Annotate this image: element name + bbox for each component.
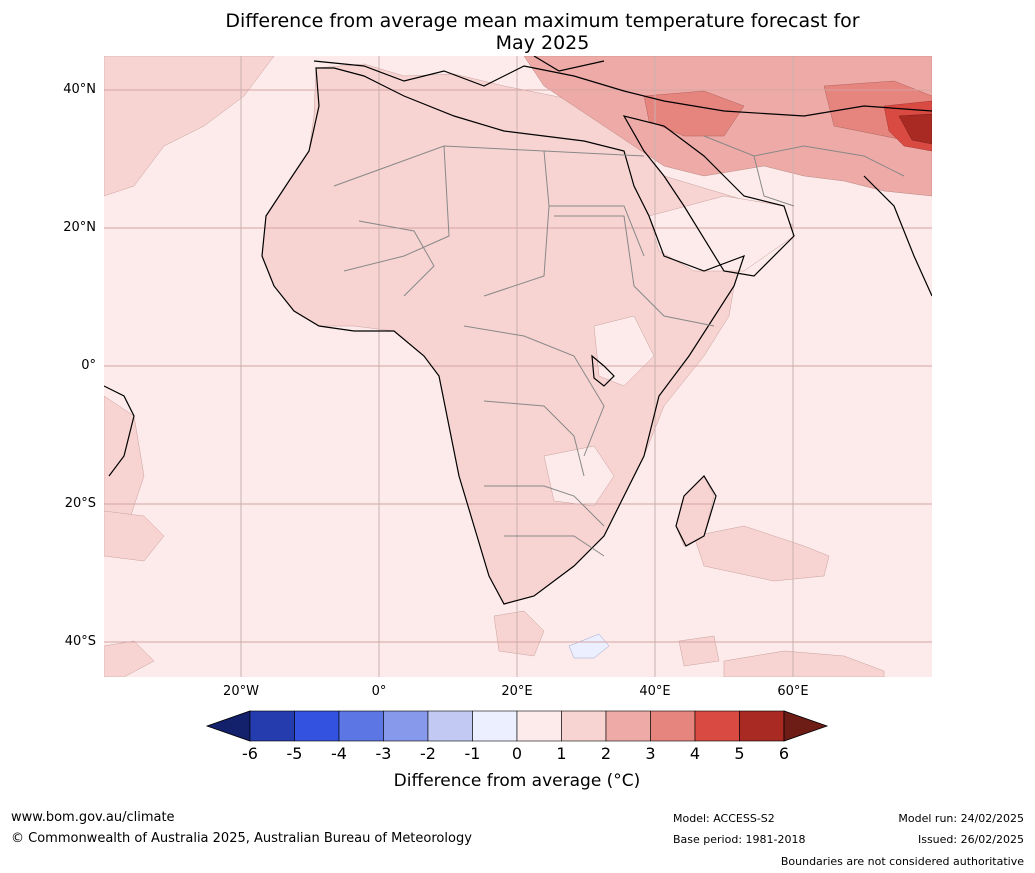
colorbar (205, 710, 829, 742)
border (483, 150, 550, 297)
colorbar-segment (383, 710, 429, 742)
border (549, 205, 645, 257)
footer-model: Model: ACCESS-S2 (673, 812, 775, 825)
border (753, 155, 795, 207)
madagascar-coastline (675, 475, 717, 547)
lon-label-20e: 20°E (501, 684, 533, 699)
footer-site: www.bom.gov.au/climate (11, 810, 175, 825)
map-svg (104, 56, 932, 677)
map-title: Difference from average mean maximum tem… (0, 10, 1035, 54)
anomaly-region (104, 395, 145, 537)
lon-label-60e: 60°E (777, 684, 809, 699)
anomaly-region (543, 445, 615, 507)
border (333, 145, 645, 187)
anomaly-region (898, 113, 932, 145)
lat-label-40n: 40°N (63, 82, 96, 97)
colorbar-tick-label: -3 (375, 744, 392, 763)
anomaly-region (593, 315, 655, 387)
lat-label-20n: 20°N (63, 220, 96, 235)
africa-coastline (261, 67, 745, 605)
lat-label-20s: 20°S (64, 496, 96, 511)
footer-issued: Issued: 26/02/2025 (917, 833, 1024, 846)
india-coastline (863, 175, 932, 297)
colorbar-segment (605, 710, 651, 742)
colorbar-tick-label: 5 (734, 744, 745, 763)
colorbar-segment (294, 710, 340, 742)
anomaly-region (493, 610, 545, 657)
footer-copyright: © Commonwealth of Australia 2025, Austra… (11, 831, 472, 846)
colorbar-segment (650, 710, 696, 742)
anomaly-region (678, 635, 720, 667)
colorbar-segment (338, 710, 384, 742)
title-line-1: Difference from average mean maximum tem… (225, 10, 860, 32)
border (703, 135, 905, 177)
arabia-coastline (622, 115, 795, 277)
colorbar-tick-label: 2 (600, 744, 612, 763)
colorbar-tick-label: -4 (331, 744, 347, 763)
colorbar-segment (739, 710, 785, 742)
border (358, 220, 435, 297)
lon-label-40e: 40°E (639, 684, 671, 699)
colorbar-tick-label: -5 (286, 744, 303, 763)
title-line-2: May 2025 (495, 32, 590, 54)
colorbar-segment (694, 710, 740, 742)
border (463, 325, 605, 457)
border (554, 215, 715, 327)
country-borders (333, 135, 905, 557)
colorbar-segment (427, 710, 473, 742)
lon-label-20w: 20°W (223, 684, 259, 699)
europe-coastline (313, 60, 932, 117)
anomaly-region (568, 633, 610, 659)
anomaly-region (648, 195, 795, 272)
colorbar-tick-label: -6 (242, 744, 258, 763)
border (483, 400, 585, 477)
south-america-coastline (104, 385, 135, 477)
footer-model-run: Model run: 24/02/2025 (898, 812, 1024, 825)
footer-disclaimer: Boundaries are not considered authoritat… (780, 855, 1024, 868)
anomaly-region (104, 510, 165, 562)
coastlines (104, 56, 932, 605)
lat-label-0: 0° (81, 358, 96, 373)
colorbar-tick-label: 6 (778, 744, 790, 763)
colorbar-segment (561, 710, 607, 742)
lake-victoria (591, 354, 615, 387)
lon-label-0: 0° (371, 684, 387, 699)
anomaly-region (723, 650, 885, 677)
colorbar-tick-label: 1 (556, 744, 567, 763)
map-panel (104, 56, 932, 677)
anomaly-region (693, 525, 830, 582)
border (484, 485, 605, 527)
colorbar-extend-low (205, 710, 251, 742)
colorbar-tick-label: -1 (464, 744, 481, 763)
colorbar-segment (516, 710, 562, 742)
colorbar-tick-label: 3 (645, 744, 656, 763)
colorbar-label: Difference from average (°C) (207, 771, 827, 791)
border (343, 145, 450, 272)
colorbar-extend-high (783, 710, 829, 742)
border (504, 535, 605, 557)
colorbar-label-text: Difference from average (°C) (393, 771, 641, 791)
lat-label-40s: 40°S (64, 634, 96, 649)
colorbar-tick-label: 0 (511, 744, 523, 763)
italy-coastline (533, 56, 605, 72)
colorbar-tick-label: -2 (420, 744, 436, 763)
footer-base-period: Base period: 1981-2018 (673, 833, 806, 846)
colorbar-tick-label: 4 (689, 744, 701, 763)
anomaly-region (104, 56, 275, 197)
colorbar-segment (249, 710, 295, 742)
colorbar-segment (472, 710, 518, 742)
graticule (104, 56, 932, 677)
